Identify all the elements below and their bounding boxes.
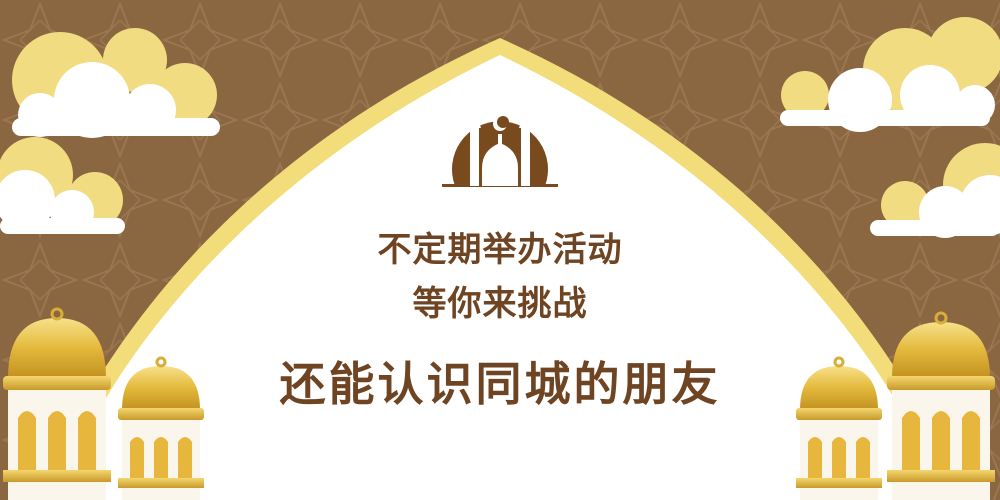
arch-panel [80, 38, 920, 500]
headline-main: 还能认识同城的朋友 [279, 357, 721, 411]
cloud-mid-left [0, 137, 125, 234]
lantern-right-large [887, 311, 995, 500]
cloud-top-left [12, 28, 220, 138]
lantern-left-small [118, 356, 204, 500]
lantern-left-large [3, 307, 111, 500]
lantern-right-small [796, 356, 882, 500]
headline-line-1: 不定期举办活动 [377, 230, 623, 270]
cloud-top-right [780, 17, 1000, 132]
headline-line-2: 等你来挑战 [412, 284, 588, 324]
mosque-icon [442, 110, 558, 187]
cloud-mid-right [870, 143, 1000, 238]
